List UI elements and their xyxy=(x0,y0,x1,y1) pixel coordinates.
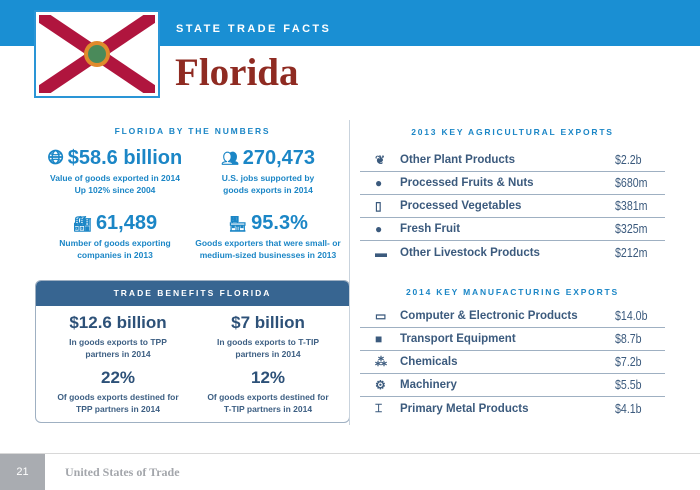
fruit-icon: ● xyxy=(375,222,383,236)
stat-sme: 🏪︎ 95.3% Goods exporters that were small- … xyxy=(195,212,341,260)
list-item: ▯ Processed Vegetables $381m xyxy=(360,195,665,218)
footer-divider xyxy=(0,453,700,454)
plant-icon: ❦ xyxy=(375,153,386,167)
metal-beam-icon: ⌶ xyxy=(375,401,383,415)
stat-exports: 🌐︎ $58.6 billion Value of goods exported i… xyxy=(47,147,183,195)
trade-benefits-card: TRADE BENEFITS FLORIDA $12.6 billion In g… xyxy=(35,280,350,423)
workers-icon: 👥︎ xyxy=(220,150,239,166)
list-item: ⚙ Machinery $5.5b xyxy=(360,374,665,397)
footer-brand: United States of Trade xyxy=(65,465,180,479)
acorn-icon: ● xyxy=(375,176,383,190)
list-item: ❦ Other Plant Products $2.2b xyxy=(360,149,665,172)
cow-icon: ▬ xyxy=(375,245,387,260)
benefit-stat: 22% Of goods exports destined for TPP part… xyxy=(57,368,179,414)
list-item: ⌶ Primary Metal Products $4.1b xyxy=(360,397,665,420)
list-item: ■ Transport Equipment $8.7b xyxy=(360,328,665,351)
stat-companies: 🏭︎ 61,489 Number of goods exporting compani… xyxy=(59,212,171,260)
manu-list: ▭ Computer & Electronic Products $14.0b ■ T… xyxy=(360,305,665,420)
list-item: ● Fresh Fruit $325m xyxy=(360,218,665,241)
benefit-stat: 12% Of goods exports destined for T-TIP pa… xyxy=(207,368,329,414)
list-item: ● Processed Fruits & Nuts $680m xyxy=(360,172,665,195)
benefit-stat: $7 billion In goods exports to T-TIP partn… xyxy=(217,313,319,359)
benefit-stat: $12.6 billion In goods exports to TPP part… xyxy=(69,313,167,359)
page-title: Florida xyxy=(175,51,299,94)
stat-jobs: 👥︎ 270,473 U.S. jobs supported by goods exp… xyxy=(220,147,316,195)
globe-icon: 🌐︎ xyxy=(47,147,64,169)
computer-icon: ▭ xyxy=(375,309,387,323)
jar-icon: ▯ xyxy=(375,199,382,213)
storefront-icon: 🏪︎ xyxy=(228,215,248,233)
page-number: 21 xyxy=(0,454,45,490)
list-item: ▬ Other Livestock Products $212m xyxy=(360,241,665,264)
truck-icon: ■ xyxy=(375,332,383,346)
list-item: ▭ Computer & Electronic Products $14.0b xyxy=(360,305,665,328)
column-divider xyxy=(349,120,350,425)
molecule-icon: ⁂ xyxy=(375,355,387,369)
gears-icon: ⚙ xyxy=(375,378,386,392)
manu-heading: 2014 KEY MANUFACTURING EXPORTS xyxy=(405,287,619,297)
benefits-heading: TRADE BENEFITS FLORIDA xyxy=(36,281,349,306)
agri-heading: 2013 KEY AGRICULTURAL EXPORTS xyxy=(411,127,614,137)
list-item: ⁂ Chemicals $7.2b xyxy=(360,351,665,374)
kicker: STATE TRADE FACTS xyxy=(176,23,332,35)
factory-icon: 🏭︎ xyxy=(72,215,92,233)
numbers-heading: FLORIDA BY THE NUMBERS xyxy=(114,126,271,136)
florida-flag xyxy=(35,9,159,99)
agri-list: ❦ Other Plant Products $2.2b ● Processed Fr… xyxy=(360,149,665,264)
